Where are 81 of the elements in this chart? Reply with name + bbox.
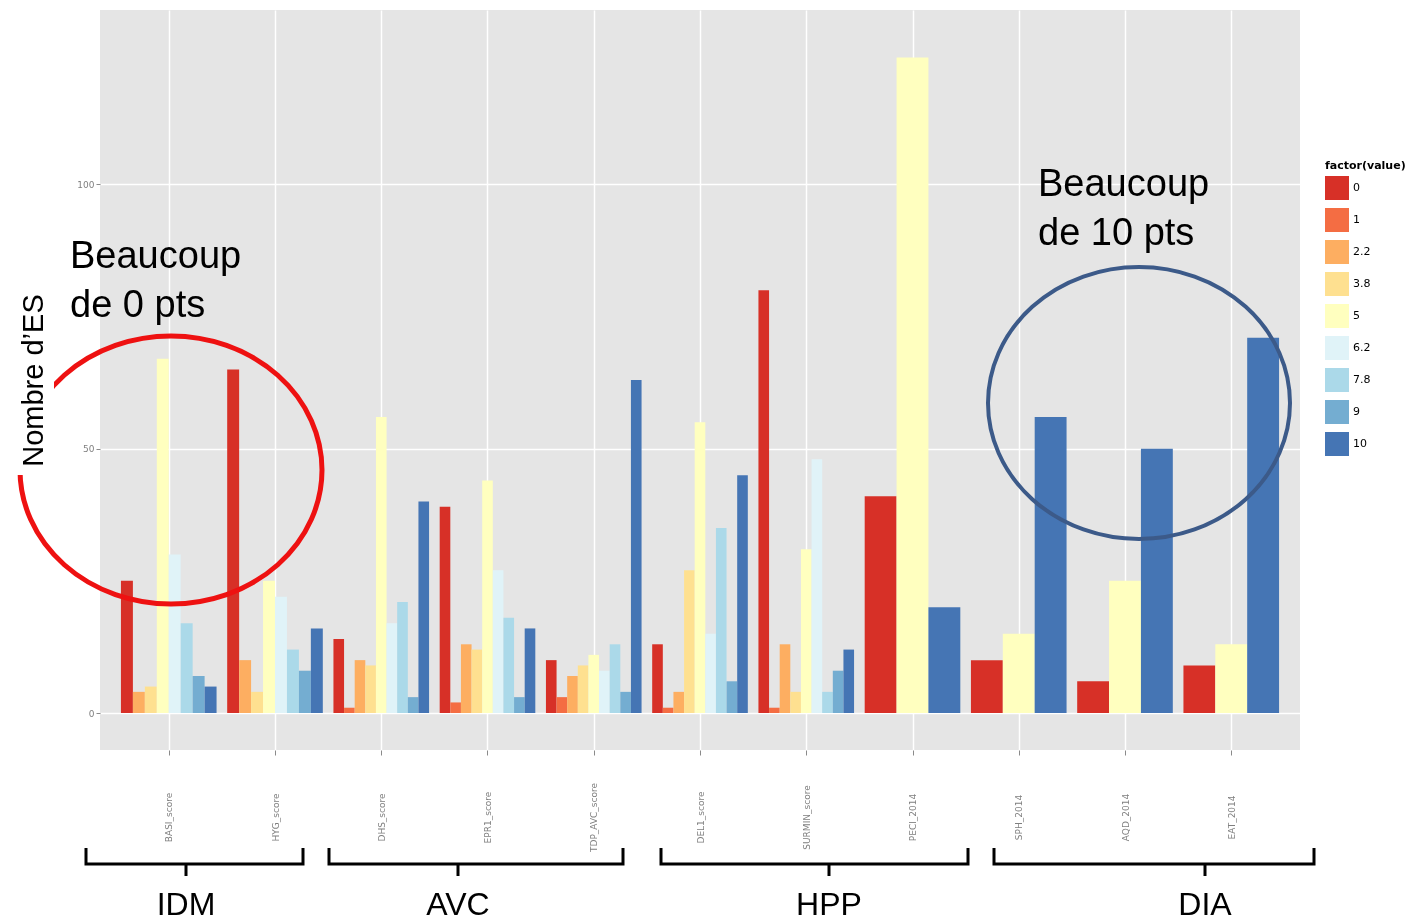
bar [227, 369, 240, 713]
bar [758, 290, 770, 713]
bar [471, 649, 483, 713]
x-tick-label: SURMIN_score [801, 784, 812, 850]
legend-label: 7.8 [1353, 373, 1371, 386]
bar [588, 654, 600, 713]
x-tick-label: HYG_score [270, 793, 281, 842]
y-axis-title: Nombre d’ES [17, 294, 50, 467]
bar [204, 686, 217, 713]
bar [790, 691, 801, 713]
x-tick-label: AQD_2014 [1120, 793, 1131, 842]
x-tick-label: BASI_score [164, 792, 175, 843]
x-tick-label: SPH_2014 [1014, 794, 1025, 841]
legend-label: 6.2 [1353, 341, 1371, 354]
legend-label: 3.8 [1353, 277, 1371, 290]
text: HPP [796, 886, 862, 921]
bar [192, 676, 205, 713]
y-tick-label: 100 [77, 179, 95, 190]
bar [779, 644, 791, 713]
bar [705, 633, 716, 713]
bar [344, 707, 355, 713]
text: DIA [1178, 886, 1233, 921]
x-tick-label: EPR1_score [483, 791, 493, 844]
bar [715, 528, 727, 713]
bar [375, 417, 387, 713]
bar [599, 670, 610, 713]
legend-label: 1 [1353, 213, 1360, 226]
legend-title: factor(value) [1325, 159, 1406, 172]
y-tick-label: 0 [88, 708, 95, 719]
bar [726, 681, 738, 713]
x-tick-label: TDP_AVC_score [589, 782, 600, 854]
bar [545, 660, 557, 713]
annotation: Beaucoup de 0 pts [70, 234, 242, 326]
bar [556, 697, 568, 713]
bar [800, 549, 812, 713]
bar [694, 422, 706, 713]
bar [673, 691, 685, 713]
bar [354, 660, 366, 713]
bar [482, 480, 493, 713]
bar [684, 570, 695, 713]
bar [832, 670, 844, 713]
bar [386, 623, 398, 713]
legend-label: 9 [1353, 405, 1360, 418]
bar [397, 602, 408, 713]
legend-label: 10 [1353, 437, 1367, 450]
bar [822, 691, 833, 713]
legend-label: 5 [1353, 309, 1360, 322]
bar [310, 628, 323, 713]
bar [120, 580, 133, 713]
annotation: Beaucoup de 10 pts [1038, 162, 1210, 254]
text: AVC [426, 886, 490, 921]
bar [567, 676, 578, 713]
bar [407, 697, 419, 713]
bar [418, 501, 430, 713]
bar [652, 644, 663, 713]
bar [577, 665, 589, 713]
bar [492, 570, 504, 713]
bar [609, 644, 621, 713]
bar [514, 697, 525, 713]
bar [620, 691, 631, 713]
bar [630, 380, 642, 713]
bar [439, 506, 451, 713]
bar [503, 617, 515, 713]
x-tick-label: DEL1_score [695, 791, 706, 844]
x-tick-label: PECI_2014 [908, 793, 918, 842]
legend-label: 2.2 [1353, 245, 1371, 258]
bar [737, 475, 748, 713]
bar [333, 639, 345, 713]
bar [524, 628, 536, 713]
bar [365, 665, 376, 713]
y-tick-label: 50 [83, 444, 95, 455]
bar [843, 649, 855, 713]
legend-label: 0 [1353, 181, 1360, 194]
bar [460, 644, 472, 713]
bar [450, 702, 461, 713]
x-tick-label: DHS_score [376, 792, 387, 842]
bar [769, 707, 780, 713]
text: IDM [156, 886, 216, 921]
bar [298, 670, 311, 713]
x-tick-label: EAT_2014 [1226, 795, 1237, 840]
bar [811, 459, 823, 713]
